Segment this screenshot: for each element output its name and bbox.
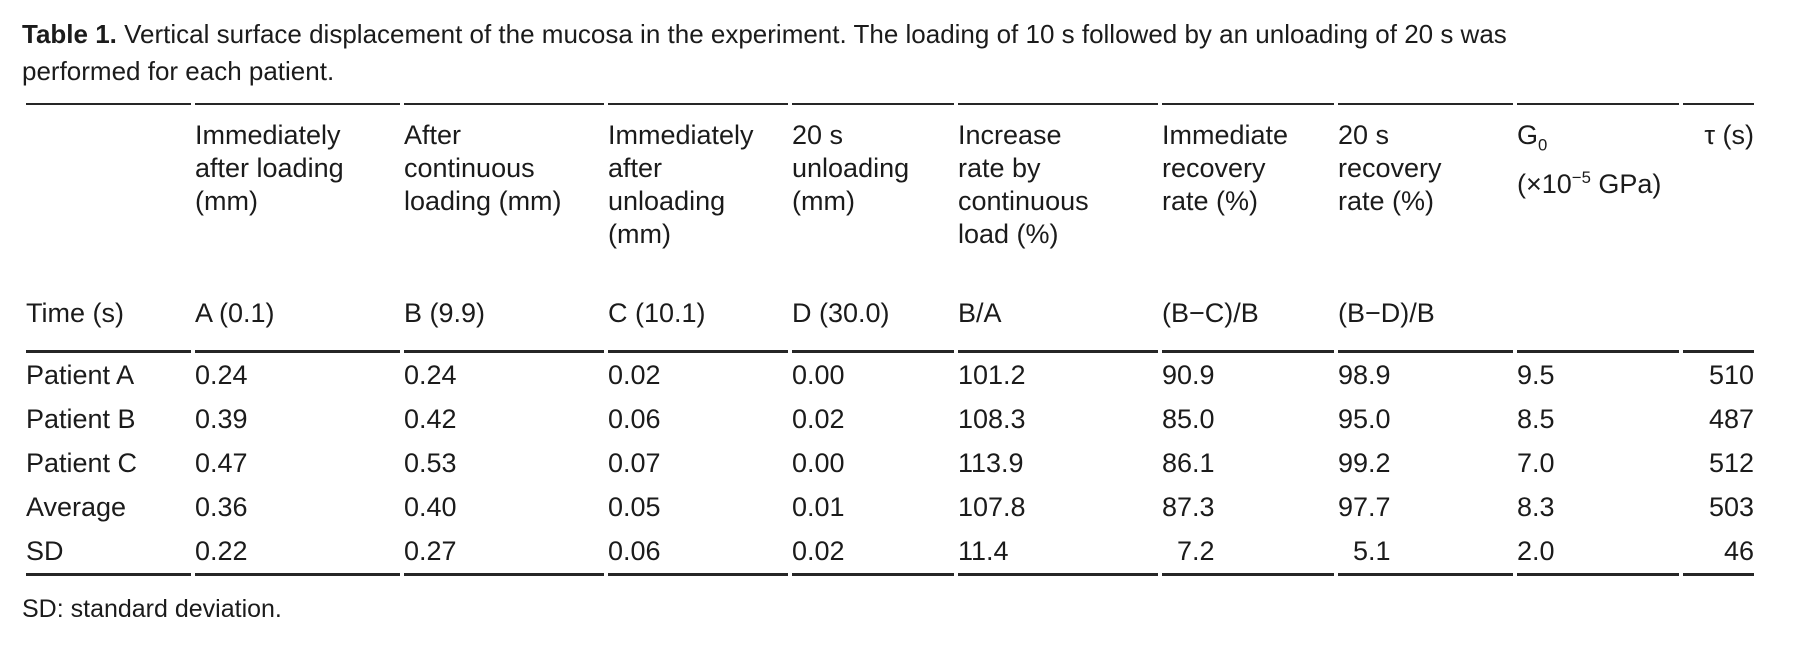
cell: 0.06: [608, 403, 661, 434]
cell: 512: [1708, 447, 1754, 478]
col-header-immediately-after-loading: Immediately after loading (mm): [195, 103, 400, 251]
cell: 0.05: [608, 491, 661, 522]
cell: 0.02: [608, 359, 661, 390]
col-header-empty: [26, 103, 191, 251]
header-row-formulas: Time (s) A (0.1) B (9.9) C (10.1) D (30.…: [26, 251, 1754, 353]
table-row-patient-c: Patient C 0.47 0.53 0.07 0.00 113.9 86.1…: [26, 441, 1754, 485]
formula-time: Time (s): [26, 251, 191, 353]
table-footnote: SD: standard deviation.: [22, 595, 282, 623]
cell: 0.02: [792, 403, 845, 434]
cell: 8.5: [1517, 403, 1555, 434]
page: Table 1. Vertical surface displacement o…: [22, 16, 1758, 623]
g0-exponent: −5: [1571, 168, 1591, 188]
row-label: Patient A: [26, 359, 135, 390]
cell: 0.24: [404, 359, 457, 390]
cell: 0.24: [195, 359, 248, 390]
col-header-20s-unloading: 20 s unloading (mm): [792, 103, 954, 251]
table-caption: Table 1. Vertical surface displacement o…: [22, 16, 1758, 90]
cell: 2.0: [1517, 529, 1679, 576]
cell: 0.47: [195, 447, 248, 478]
cell: 0.06: [608, 529, 788, 576]
cell: 113.9: [958, 447, 1024, 478]
formula-b-minus-d-over-b: (B−D)/B: [1338, 251, 1513, 353]
cell: 101.2: [958, 359, 1026, 390]
cell: 98.9: [1338, 359, 1391, 390]
row-label: SD: [26, 529, 191, 576]
row-label: Patient C: [26, 447, 138, 478]
cell: 107.8: [958, 491, 1026, 522]
cell: 87.3: [1162, 491, 1215, 522]
cell: 8.3: [1517, 491, 1555, 522]
cell: 0.01: [792, 491, 845, 522]
cell: 46: [1683, 529, 1754, 576]
formula-c: C (10.1): [608, 251, 788, 353]
cell: 99.2: [1338, 447, 1391, 478]
cell: 86.1: [1162, 447, 1215, 478]
row-label: Patient B: [26, 403, 136, 434]
formula-b-minus-c-over-b: (B−C)/B: [1162, 251, 1334, 353]
cell: 503: [1708, 491, 1754, 522]
cell: 0.00: [792, 359, 845, 390]
cell: 510: [1708, 359, 1754, 390]
cell: 85.0: [1162, 403, 1215, 434]
cell: 95.0: [1338, 403, 1391, 434]
cell: 0.39: [195, 403, 248, 434]
formula-a: A (0.1): [195, 251, 400, 353]
cell: 0.02: [792, 529, 954, 576]
cell: 0.36: [195, 491, 248, 522]
cell: 5.1: [1338, 529, 1513, 576]
cell: 0.42: [404, 403, 457, 434]
cell: 0.00: [792, 447, 845, 478]
table-row-patient-b: Patient B 0.39 0.42 0.06 0.02 108.3 85.0…: [26, 397, 1754, 441]
row-label: Average: [26, 491, 127, 522]
table-row-sd: SD 0.22 0.27 0.06 0.02 11.4 7.2 5.1 2.0 …: [26, 529, 1754, 576]
cell: 108.3: [958, 403, 1026, 434]
formula-b: B (9.9): [404, 251, 604, 353]
col-header-immediately-after-unloading: Immediately after unloading (mm): [608, 103, 788, 251]
cell: 0.53: [404, 447, 457, 478]
cell: 0.22: [195, 529, 400, 576]
table-row-average: Average 0.36 0.40 0.05 0.01 107.8 87.3 9…: [26, 485, 1754, 529]
cell: 9.5: [1517, 359, 1555, 390]
formula-empty-g0: [1517, 251, 1679, 353]
cell: 0.40: [404, 491, 457, 522]
table-row-patient-a: Patient A 0.24 0.24 0.02 0.00 101.2 90.9…: [26, 353, 1754, 397]
g0-subscript: 0: [1538, 135, 1548, 155]
col-header-g0: G0 (×10−5 GPa): [1517, 103, 1679, 251]
col-header-increase-rate: Increase rate by continuous load (%): [958, 103, 1158, 251]
cell: 90.9: [1162, 359, 1215, 390]
cell: 97.7: [1338, 491, 1391, 522]
table-caption-label: Table 1.: [22, 19, 117, 49]
cell: 11.4: [958, 529, 1158, 576]
formula-empty-tau: [1683, 251, 1754, 353]
table-caption-text: Vertical surface displacement of the muc…: [22, 19, 1507, 86]
cell: 0.07: [608, 447, 661, 478]
header-row-units: Immediately after loading (mm) After con…: [26, 103, 1754, 251]
cell: 7.0: [1517, 447, 1555, 478]
col-header-immediate-recovery-rate: Immediate recovery rate (%): [1162, 103, 1334, 251]
cell: 0.27: [404, 529, 604, 576]
col-header-tau: τ (s): [1683, 103, 1754, 251]
formula-d: D (30.0): [792, 251, 954, 353]
cell: 487: [1708, 403, 1754, 434]
cell: 7.2: [1162, 529, 1334, 576]
formula-b-over-a: B/A: [958, 251, 1158, 353]
col-header-20s-recovery-rate: 20 s recovery rate (%): [1338, 103, 1513, 251]
results-table: Immediately after loading (mm) After con…: [22, 103, 1758, 576]
col-header-after-continuous-loading: After continuous loading (mm): [404, 103, 604, 251]
